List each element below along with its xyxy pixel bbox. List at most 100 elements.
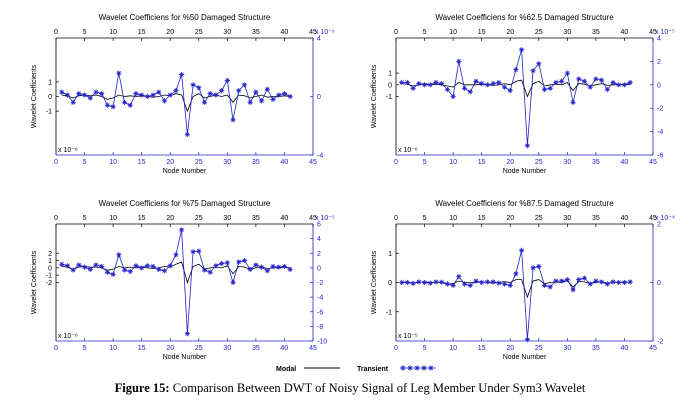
transient-point xyxy=(410,280,416,286)
transient-point xyxy=(421,82,428,88)
top-x-tick-label: 35 xyxy=(252,29,260,36)
transient-point xyxy=(213,92,219,98)
transient-point xyxy=(439,279,445,285)
top-x-tick-label: 25 xyxy=(195,29,203,36)
transient-point xyxy=(404,279,411,286)
right-axis-exponent: x 10⁻⁵ xyxy=(315,215,335,222)
transient-point xyxy=(570,287,576,293)
bottom-x-tick-label: 5 xyxy=(83,345,87,352)
transient-point xyxy=(404,79,411,86)
transient-point xyxy=(173,88,179,94)
transient-point xyxy=(490,81,496,87)
right-y-tick-label: -4 xyxy=(317,153,323,160)
left-axis-exponent: x 10⁻⁶ xyxy=(58,147,78,154)
figure-caption: Figure 15: Comparison Between DWT of Noi… xyxy=(0,381,700,396)
top-x-tick-label: 15 xyxy=(478,215,486,222)
transient-point xyxy=(399,279,405,286)
right-axis-exponent: x 10⁻⁴ xyxy=(655,215,675,222)
transient-point xyxy=(450,93,456,100)
top-x-tick-label: 5 xyxy=(83,215,87,222)
left-y-tick-label: 0 xyxy=(48,265,52,272)
transient-point xyxy=(627,279,633,285)
transient-point xyxy=(116,70,122,76)
left-y-tick-label: 1 xyxy=(48,79,52,86)
transient-point xyxy=(621,82,628,88)
top-x-tick-label: 10 xyxy=(449,29,457,36)
bottom-x-tick-label: 0 xyxy=(394,345,398,352)
transient-point xyxy=(473,278,479,284)
transient-point xyxy=(253,262,259,268)
right-y-tick-label: -2 xyxy=(657,106,663,113)
bottom-x-tick-label: 5 xyxy=(423,159,427,166)
transient-point xyxy=(207,90,213,97)
top-x-tick-label: 20 xyxy=(166,29,174,36)
bottom-x-tick-label: 20 xyxy=(506,345,514,352)
transient-point xyxy=(219,260,225,267)
transient-point xyxy=(530,265,536,271)
transient-point xyxy=(450,282,456,289)
transient-point xyxy=(444,281,450,287)
transient-point xyxy=(593,76,599,82)
transient-point xyxy=(513,66,519,73)
y-axis-label: Wavelet Coefficients xyxy=(371,64,378,128)
transient-point xyxy=(496,280,502,286)
bottom-x-tick-label: 15 xyxy=(478,159,486,166)
transient-point xyxy=(133,90,139,97)
transient-point xyxy=(139,92,145,98)
bottom-x-tick-label: 10 xyxy=(109,159,117,166)
transient-point xyxy=(484,279,490,285)
x-axis-label: Node Number xyxy=(163,168,207,175)
top-x-tick-label: 20 xyxy=(506,215,514,222)
transient-series-line xyxy=(61,229,291,334)
transient-point xyxy=(230,117,236,123)
top-x-tick-label: 20 xyxy=(166,215,174,222)
transient-point xyxy=(224,260,230,266)
transient-point xyxy=(513,271,519,277)
transient-point xyxy=(433,279,439,285)
left-y-tick-label: 1 xyxy=(48,258,52,265)
bottom-x-tick-label: 30 xyxy=(563,159,571,166)
legend-transient-label: Transient xyxy=(357,366,389,373)
bottom-x-tick-label: 25 xyxy=(535,345,543,352)
transient-point xyxy=(439,81,445,87)
bottom-x-tick-label: 35 xyxy=(252,345,260,352)
left-y-tick-label: -1 xyxy=(46,109,52,116)
right-y-tick-label: -4 xyxy=(317,295,323,302)
transient-point xyxy=(570,99,576,105)
transient-point xyxy=(479,81,485,87)
bottom-x-tick-label: 30 xyxy=(223,345,231,352)
chart-title: Wavelet Coefficiens for %62.5 Damaged St… xyxy=(435,13,614,22)
transient-point xyxy=(496,79,502,86)
top-x-tick-label: 35 xyxy=(252,215,260,222)
transient-point xyxy=(547,284,553,290)
chart-87-5-percent: Wavelet Coefficiens for %87.5 Damaged St… xyxy=(371,199,675,361)
transient-point xyxy=(599,279,605,285)
bottom-x-tick-label: 5 xyxy=(83,159,87,166)
legend-transient-marker xyxy=(428,365,434,371)
legend-modal-label: Modal xyxy=(276,366,296,373)
transient-point xyxy=(201,99,208,105)
bottom-x-tick-label: 45 xyxy=(649,159,657,166)
transient-point xyxy=(190,249,196,255)
transient-point xyxy=(276,92,282,98)
transient-point xyxy=(616,279,622,286)
transient-point xyxy=(93,262,99,268)
bottom-x-tick-label: 10 xyxy=(109,345,117,352)
x-axis-label: Node Number xyxy=(503,168,547,175)
transient-point xyxy=(156,89,162,95)
transient-point xyxy=(410,85,416,91)
transient-point xyxy=(264,268,270,274)
bottom-x-tick-label: 35 xyxy=(252,159,260,166)
transient-point xyxy=(241,257,248,264)
transient-point xyxy=(81,264,88,270)
transient-point xyxy=(507,88,513,94)
left-y-tick-label: 2 xyxy=(48,251,52,258)
legend: Modal Transient xyxy=(276,365,436,373)
bottom-x-tick-label: 25 xyxy=(195,159,203,166)
transient-point xyxy=(104,102,110,108)
top-x-tick-label: 45 xyxy=(309,215,317,222)
top-x-tick-label: 5 xyxy=(423,29,427,36)
right-y-tick-label: 4 xyxy=(657,36,661,43)
right-y-tick-label: 2 xyxy=(657,59,661,66)
transient-point xyxy=(564,276,570,283)
